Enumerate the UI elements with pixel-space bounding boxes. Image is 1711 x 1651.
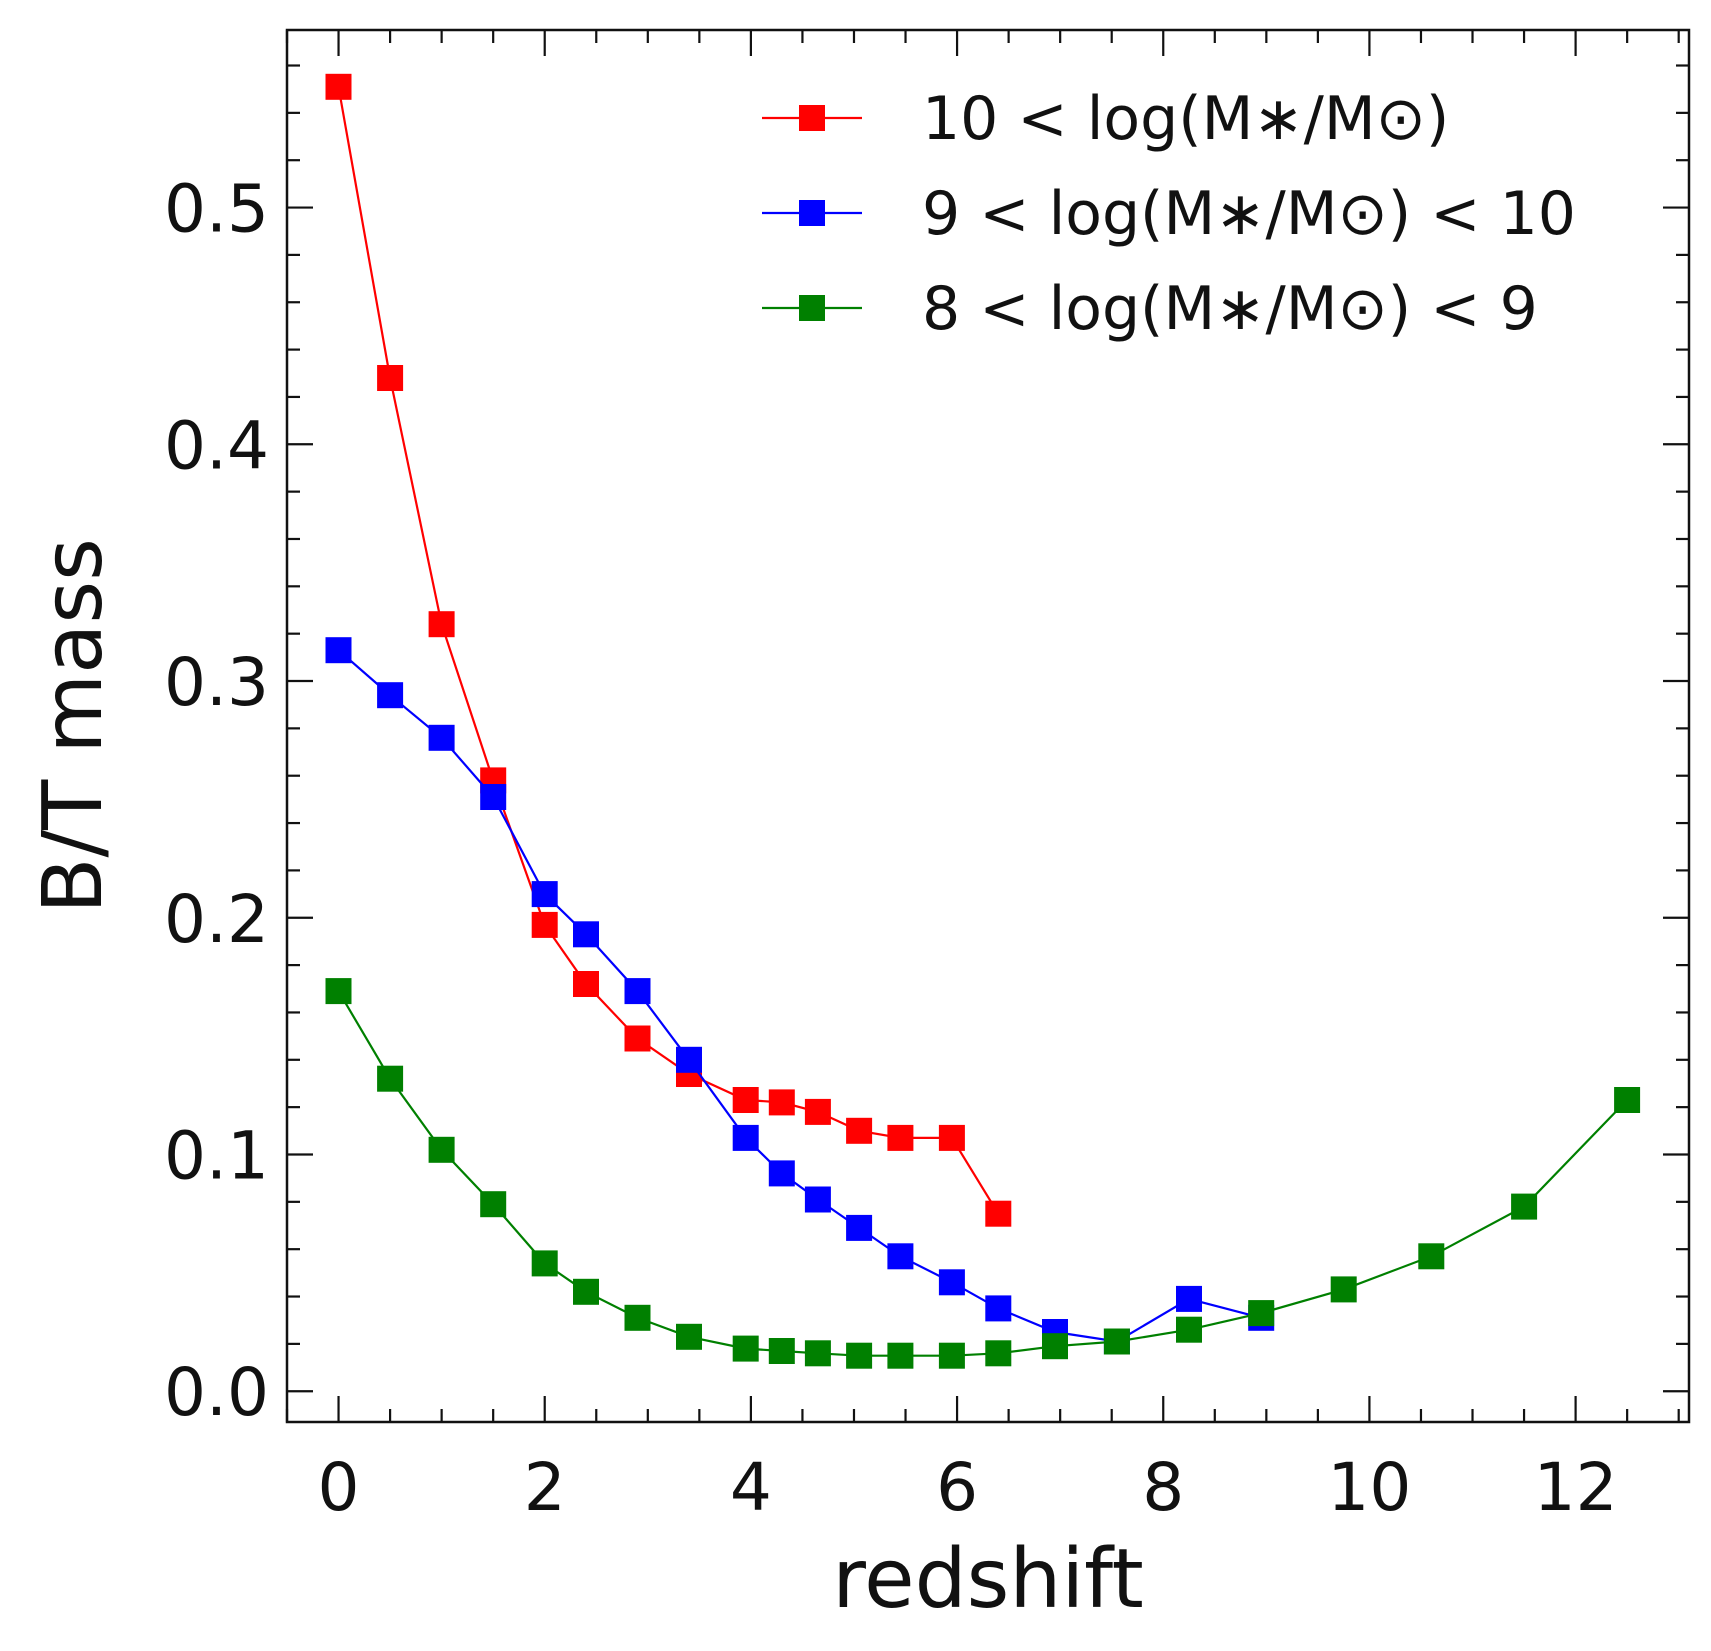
data-point [480,784,507,810]
data-point [1418,1243,1445,1270]
data-point [531,911,558,938]
data-point [732,1335,759,1362]
data-point [938,1342,965,1369]
data-point [804,1098,831,1125]
data-point [1511,1193,1538,1220]
data-point [428,724,455,751]
data-point [573,971,599,997]
data-point [732,1124,759,1151]
y-axis-label: B/T mass [26,538,121,914]
data-point [985,1340,1012,1367]
y-tick-label: 0.0 [164,1354,269,1431]
data-point [887,1243,914,1270]
data-point [768,1089,795,1116]
data-point [377,365,404,391]
x-tick-label: 6 [936,1449,978,1526]
legend-label: 8 < log(M∗/M⊙) < 9 [922,274,1538,344]
data-point [985,1295,1012,1322]
data-point [985,1200,1012,1227]
data-point [938,1124,965,1151]
data-point [846,1342,873,1369]
y-tick-label: 0.2 [164,881,269,958]
series-2 [325,978,1641,1369]
series-0 [325,73,1012,1227]
data-point [1248,1300,1275,1327]
legend-marker [799,200,825,226]
legend-entry: 9 < log(M∗/M⊙) < 10 [762,179,1576,249]
data-series [325,73,1641,1369]
data-point [846,1117,873,1144]
data-point [377,682,404,709]
data-point [1614,1087,1641,1113]
y-tick-label: 0.5 [164,171,269,248]
y-tick-label: 0.4 [164,407,269,484]
data-point [804,1186,831,1213]
data-point [624,1025,651,1052]
data-point [573,1278,599,1305]
data-point [325,73,352,100]
data-point [531,1250,558,1277]
data-point [676,1323,702,1350]
data-point [428,611,455,638]
data-point [624,1304,651,1331]
data-point [1042,1333,1068,1360]
data-point [325,978,352,1005]
legend-label: 9 < log(M∗/M⊙) < 10 [922,179,1576,249]
data-point [325,637,352,664]
legend-marker [799,295,825,321]
data-point [887,1124,914,1151]
data-point [938,1269,965,1296]
tick-labels: 0 2 4 6 8 10 12 0.0 0.1 0.2 0.3 0.4 0.5 [164,171,1618,1526]
legend: 10 < log(M∗/M⊙) 9 < log(M∗/M⊙) < 10 8 < lo… [762,84,1576,344]
y-tick-label: 0.3 [164,644,269,721]
axis-ticks [285,30,1689,1422]
data-point [768,1160,795,1187]
x-tick-label: 4 [730,1449,772,1526]
data-point [1103,1328,1130,1355]
legend-marker [799,105,825,131]
x-tick-label: 2 [524,1449,566,1526]
data-point [428,1136,455,1163]
legend-entry: 10 < log(M∗/M⊙) [762,84,1449,154]
data-point [887,1342,914,1369]
x-axis-label: redshift [832,1532,1143,1627]
data-point [1330,1276,1357,1303]
data-point [531,881,558,908]
data-point [768,1338,795,1364]
data-point [573,921,599,948]
legend-entry: 8 < log(M∗/M⊙) < 9 [762,274,1538,344]
data-point [1176,1285,1202,1312]
data-point [377,1065,404,1092]
data-point [846,1214,873,1241]
data-point [1176,1316,1202,1343]
x-tick-label: 8 [1142,1449,1184,1526]
data-point [624,978,651,1005]
legend-label: 10 < log(M∗/M⊙) [922,84,1449,154]
data-point [676,1046,702,1073]
data-point [804,1340,831,1367]
y-tick-label: 0.1 [164,1117,269,1194]
plot-frame [285,28,1691,1424]
data-point [732,1087,759,1113]
data-point [480,1191,507,1218]
x-tick-label: 0 [318,1449,360,1526]
x-tick-label: 10 [1327,1449,1411,1526]
x-tick-label: 12 [1534,1449,1618,1526]
